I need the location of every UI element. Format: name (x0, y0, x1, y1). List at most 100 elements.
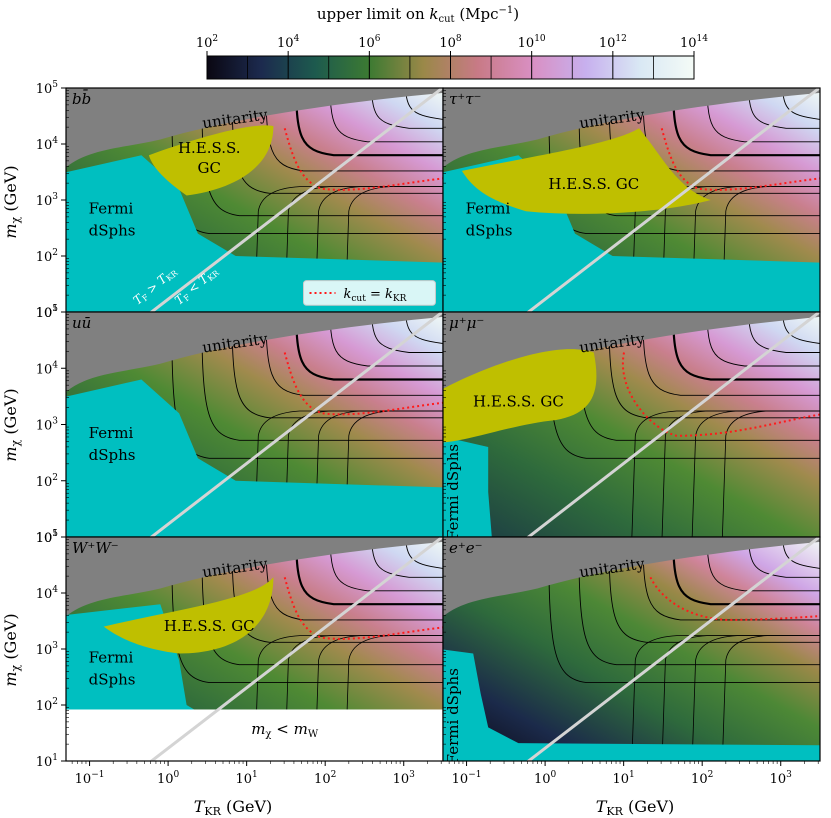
legend-label: kcut = kKR (344, 287, 407, 304)
x-tick-label: 10−1 (452, 770, 482, 787)
colorbar-label: upper limit on kcut (Mpc−1) (317, 5, 519, 25)
colorbar: upper limit on kcut (Mpc−1) 102 104 106 108… (196, 5, 708, 80)
channel-label: bb̄ (72, 90, 91, 108)
x-tick-label: 103 (770, 770, 793, 787)
y-tick-label: 102 (36, 248, 58, 265)
contour-line (721, 635, 820, 761)
tf-equals-tkr-line (526, 312, 820, 537)
unitarity-region (443, 537, 820, 617)
y-tick-label: 105 (36, 304, 59, 321)
contour-line (254, 410, 443, 537)
contour-line (284, 635, 443, 761)
contour-line (721, 410, 820, 537)
y-tick-label: 104 (36, 585, 59, 602)
x-axis-label-left: TKR (GeV) (194, 797, 273, 818)
kcut-equals-kkr-line (621, 352, 820, 437)
y-tick-label: 101 (36, 753, 58, 770)
unitarity-region (443, 88, 820, 168)
x-tick-label: 102 (691, 770, 713, 787)
y-tick-label: 105 (36, 529, 59, 546)
x-tick-label: 103 (393, 770, 416, 787)
hess-label: H.E.S.S. GC (164, 617, 255, 635)
contour-line (254, 635, 443, 761)
channel-label: W⁺W⁻ (72, 539, 119, 557)
y-tick-label: 102 (36, 473, 58, 490)
fermi-label: Fermi (89, 424, 134, 442)
x-tick-label: 100 (157, 770, 180, 787)
fermi-label: dSphs (89, 670, 136, 688)
y-tick-label: 104 (36, 136, 59, 153)
kcut-equals-kkr-line (649, 576, 820, 621)
y-axis-label-bottom: mχ (GeV) (1, 613, 22, 686)
mw-excluded-region (66, 709, 443, 761)
contour-line (314, 410, 443, 537)
y-tick-label: 103 (36, 417, 59, 434)
fermi-label: Fermi dSphs (444, 444, 462, 540)
x-tick-label: 101 (613, 770, 635, 787)
y-tick-label: 101 (36, 304, 58, 321)
contour-line (254, 186, 443, 312)
y-axis-label-top: mχ (GeV) (1, 165, 22, 238)
fermi-label: Fermi (466, 199, 511, 217)
contour-line (284, 186, 443, 312)
contour-line (344, 635, 443, 761)
contour-line (691, 635, 820, 761)
y-tick-label: 101 (36, 529, 58, 546)
tf-equals-tkr-line (149, 88, 443, 312)
contour-line (284, 410, 443, 537)
contour-line (691, 186, 820, 312)
fermi-label: dSphs (466, 221, 513, 239)
x-tick-label: 100 (534, 770, 557, 787)
unitarity-region (66, 312, 443, 393)
mw-label: mχ < mW (251, 720, 319, 740)
y-tick-label: 104 (36, 360, 59, 377)
colorbar-tick-label: 1010 (518, 34, 546, 51)
tf-equals-tkr-line (149, 312, 443, 537)
hess-region (148, 125, 274, 196)
fermi-label: dSphs (89, 221, 136, 239)
contour-line (661, 635, 820, 761)
contour-line (661, 410, 820, 537)
colorbar-tick-label: 106 (358, 34, 381, 51)
y-tick-label: 103 (36, 192, 59, 209)
channel-label: τ⁺τ⁻ (449, 90, 481, 108)
fermi-region (66, 155, 443, 312)
y-tick-label: 102 (36, 697, 58, 714)
hess-region (461, 128, 711, 214)
fermi-label: Fermi (89, 648, 134, 666)
hess-label: H.E.S.S. GC (473, 393, 564, 411)
tf-equals-tkr-line (526, 537, 820, 761)
contour-line (344, 410, 443, 537)
fermi-region (443, 649, 820, 761)
contour-line (314, 186, 443, 312)
x-tick-label: 10−1 (75, 770, 105, 787)
hess-region (103, 577, 274, 654)
legend-box (303, 280, 436, 306)
tf-equals-tkr-line (149, 537, 443, 761)
hess-label: GC (198, 159, 221, 177)
channel-label: μ⁺μ⁻ (449, 314, 484, 332)
tf-equals-tkr-line (526, 88, 820, 312)
x-tick-label: 102 (314, 770, 336, 787)
channel-label: uū (72, 314, 91, 332)
colorbar-ticks: 102 104 106 108 1010 1012 1014 (196, 34, 708, 79)
unitarity-region (66, 537, 443, 617)
fermi-label: dSphs (89, 446, 136, 464)
unitarity-region (443, 312, 820, 393)
hess-label: H.E.S.S. (178, 139, 241, 157)
contour-line (631, 410, 820, 537)
hess-label: H.E.S.S. GC (548, 175, 639, 193)
colorbar-tick-label: 1012 (599, 34, 627, 51)
hess-region (443, 349, 597, 443)
x-tick-label: 101 (236, 770, 258, 787)
y-axis-label-middle: mχ (GeV) (1, 388, 22, 461)
panel-frame (442, 536, 821, 762)
contour-line (344, 186, 443, 312)
